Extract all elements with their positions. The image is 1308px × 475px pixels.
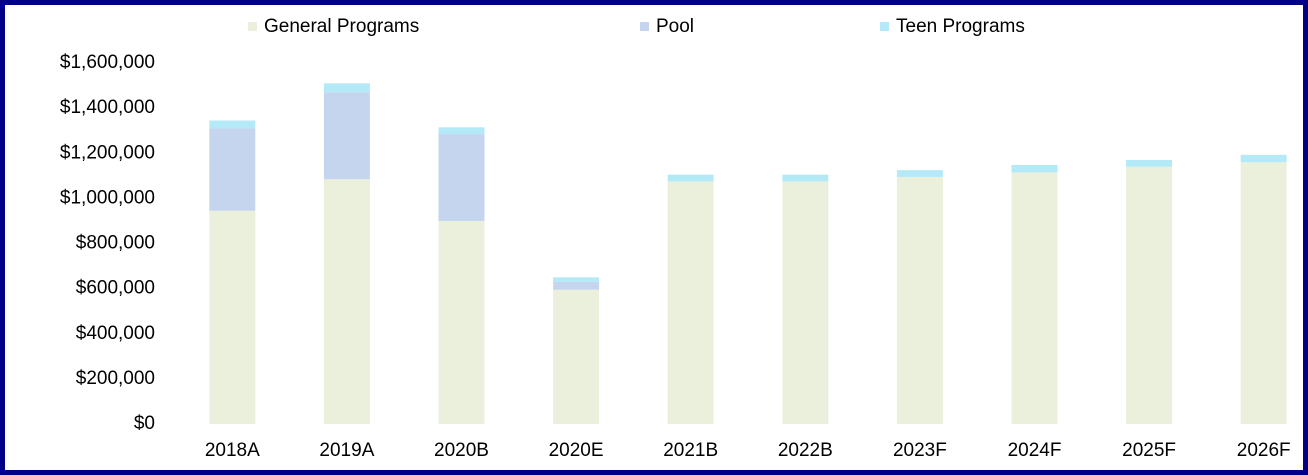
bar-segment bbox=[323, 92, 370, 180]
bar-segment bbox=[323, 83, 370, 93]
bar-segment bbox=[438, 127, 485, 135]
x-tick-label: 2023F bbox=[893, 440, 947, 461]
bar-segment bbox=[209, 128, 256, 211]
x-tick-label: 2020B bbox=[434, 440, 489, 461]
y-tick-label: $1,000,000 bbox=[60, 187, 155, 208]
x-tick-label: 2024F bbox=[1008, 440, 1062, 461]
bar-segment bbox=[438, 134, 485, 221]
x-tick-label: 2020E bbox=[549, 440, 604, 461]
bar-segment bbox=[1126, 166, 1173, 424]
bar-segment bbox=[209, 210, 256, 424]
bar-segment bbox=[438, 220, 485, 424]
bar-segment bbox=[553, 289, 600, 424]
bar-segment bbox=[667, 181, 714, 424]
legend-label: Pool bbox=[656, 16, 694, 37]
y-tick-label: $800,000 bbox=[76, 233, 155, 254]
y-tick-label: $200,000 bbox=[76, 368, 155, 389]
x-tick-label: 2018A bbox=[205, 440, 260, 461]
x-tick-label: 2026F bbox=[1237, 440, 1291, 461]
bar-segment bbox=[1011, 172, 1058, 424]
y-tick-label: $1,200,000 bbox=[60, 142, 155, 163]
bar-segment bbox=[1011, 164, 1058, 173]
bar-segment bbox=[323, 179, 370, 424]
y-tick-label: $600,000 bbox=[76, 278, 155, 299]
legend-marker bbox=[880, 22, 889, 31]
x-tick-label: 2025F bbox=[1122, 440, 1176, 461]
legend-label: General Programs bbox=[264, 16, 419, 37]
legend-marker bbox=[640, 22, 649, 31]
bar-segment bbox=[896, 170, 943, 177]
bar-segment bbox=[782, 181, 829, 424]
x-tick-label: 2022B bbox=[778, 440, 833, 461]
bar-segment bbox=[553, 277, 600, 282]
y-tick-label: $1,600,000 bbox=[60, 52, 155, 73]
y-tick-label: $400,000 bbox=[76, 323, 155, 344]
bar-segment bbox=[896, 176, 943, 424]
bar-segment bbox=[209, 120, 256, 129]
y-tick-label: $1,400,000 bbox=[60, 97, 155, 118]
bar-segment bbox=[782, 174, 829, 182]
bar-segment bbox=[1126, 160, 1173, 167]
x-tick-label: 2019A bbox=[319, 440, 374, 461]
x-tick-label: 2021B bbox=[663, 440, 718, 461]
legend-marker bbox=[248, 22, 257, 31]
legend-label: Teen Programs bbox=[896, 16, 1025, 37]
y-tick-label: $0 bbox=[134, 413, 155, 434]
bar-segment bbox=[553, 281, 600, 290]
bar-segment bbox=[1240, 154, 1287, 163]
bar-segment bbox=[667, 174, 714, 182]
bar-segment bbox=[1240, 162, 1287, 424]
